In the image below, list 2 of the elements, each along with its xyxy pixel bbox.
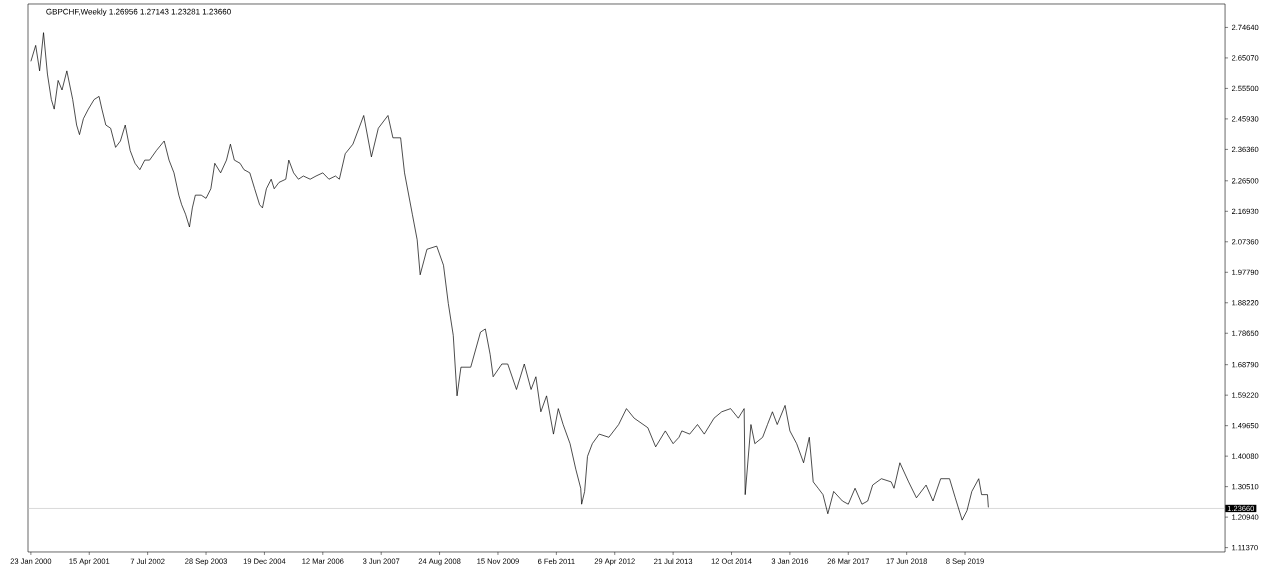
text: GBPCHF,Weekly 1.26956 1.27143 1.23281 1.23660 xyxy=(46,8,231,17)
line-series xyxy=(30,32,989,521)
